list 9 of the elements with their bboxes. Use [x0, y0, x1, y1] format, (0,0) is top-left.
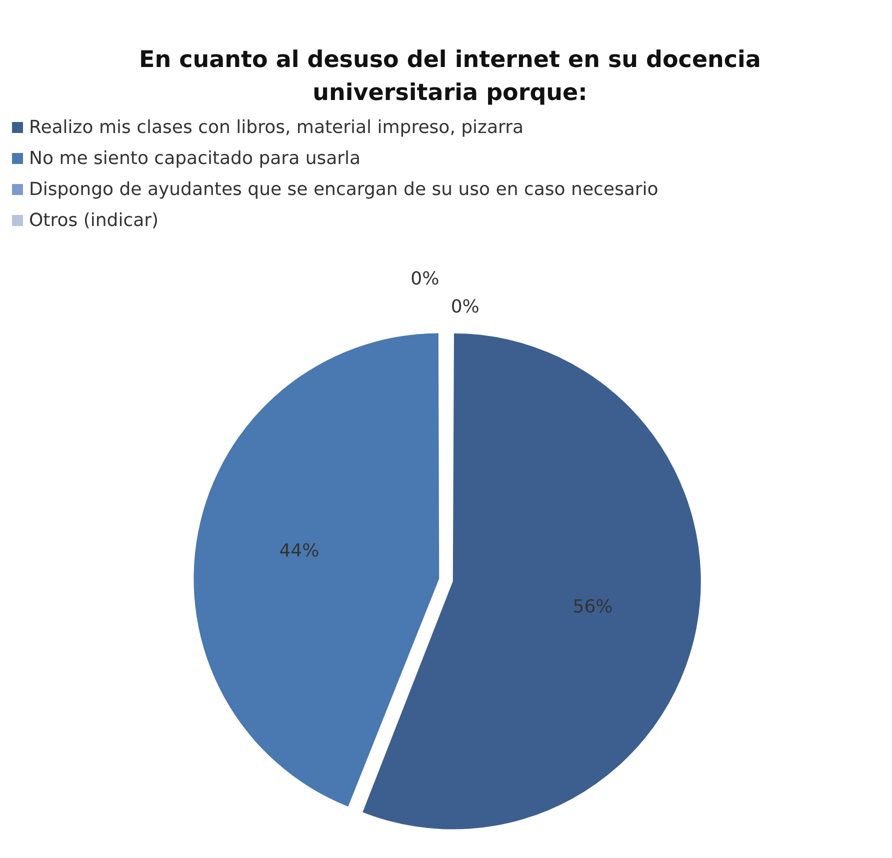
- chart-title: En cuanto al desuso del internet en su docencia universitaria porque:: [138, 46, 762, 108]
- data-label: 44%: [279, 540, 320, 562]
- text: 0%: [450, 296, 480, 318]
- legend-label: Realizo mis clases con libros, material impreso, pizarra: [29, 117, 524, 138]
- legend-label: No me siento capacitado para usarla: [29, 148, 361, 169]
- legend-label: Otros (indicar): [29, 210, 159, 231]
- data-label: 56%: [572, 596, 613, 618]
- legend-label: Dispongo de ayudantes que se encargan de su uso en caso necesario: [29, 179, 658, 200]
- text: 0%: [410, 268, 440, 290]
